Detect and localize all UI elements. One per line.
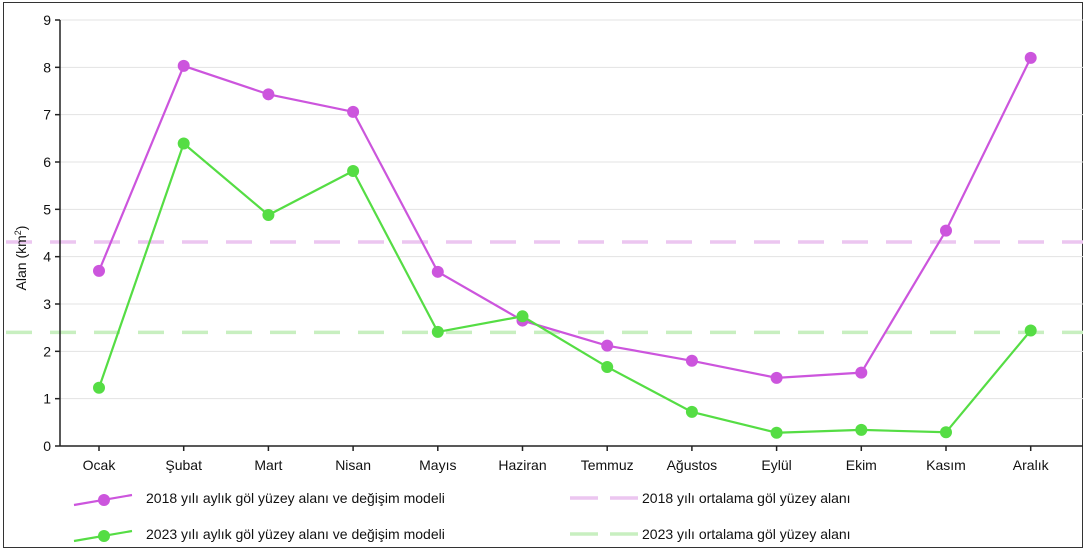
data-point <box>93 381 105 394</box>
x-tick-label: Ocak <box>83 457 117 473</box>
data-point <box>177 59 190 72</box>
legend-label: 2018 yılı aylık göl yüzey alanı ve değiş… <box>146 490 445 506</box>
legend-label: 2023 yılı ortalama göl yüzey alanı <box>642 526 851 542</box>
gridlines <box>60 19 1083 400</box>
data-point <box>347 164 360 177</box>
x-tick-label: Ağustos <box>667 457 718 473</box>
x-tick-label: Şubat <box>165 457 202 473</box>
legend-label: 2018 yılı ortalama göl yüzey alanı <box>642 490 851 506</box>
y-tick-label: 4 <box>43 249 51 265</box>
data-point <box>940 224 952 237</box>
y-tick-label: 3 <box>43 296 51 312</box>
y-tick-label: 1 <box>43 391 51 407</box>
data-point <box>262 209 275 222</box>
legend: 2018 yılı aylık göl yüzey alanı ve değiş… <box>73 490 851 543</box>
y-tick-label: 5 <box>43 201 51 217</box>
y-tick-label: 7 <box>43 107 51 123</box>
data-point <box>262 88 275 101</box>
series-line <box>97 57 1032 379</box>
data-point <box>177 137 190 150</box>
x-tick-label: Nisan <box>335 457 371 473</box>
data-point <box>601 360 614 373</box>
data-point <box>1024 51 1037 64</box>
y-tick-label: 8 <box>43 59 51 75</box>
data-point <box>685 354 698 367</box>
series-line <box>97 141 1032 434</box>
x-tick-label: Ekim <box>846 457 877 473</box>
tick-labels: 0 1 2 3 4 5 6 7 8 9 Ocak Şubat Mart Nisan Mayıs Haziran… <box>43 12 1049 473</box>
y-tick-label: 0 <box>43 438 51 454</box>
x-tick-label: Aralık <box>1013 457 1050 473</box>
legend-item: 2023 yılı ortalama göl yüzey alanı <box>570 526 851 542</box>
chart-frame <box>3 2 1083 548</box>
data-point <box>516 310 529 323</box>
series-2 <box>93 137 1037 439</box>
x-tick-label: Kasım <box>926 457 966 473</box>
y-tick-label: 9 <box>43 12 51 28</box>
series-1 <box>93 51 1037 384</box>
data-point <box>855 366 868 379</box>
x-tick-label: Temmuz <box>581 457 634 473</box>
data-point <box>347 105 360 118</box>
data-point <box>770 426 783 439</box>
axes <box>55 19 1083 451</box>
x-tick-label: Mart <box>254 457 282 473</box>
data-point <box>1024 324 1037 337</box>
series-group <box>93 51 1037 439</box>
data-point <box>940 426 952 439</box>
data-point <box>431 325 444 338</box>
data-point <box>601 339 614 352</box>
legend-label: 2023 yılı aylık göl yüzey alanı ve değiş… <box>146 526 445 542</box>
y-tick-label: 2 <box>43 343 51 359</box>
legend-marker <box>98 530 110 542</box>
data-point <box>93 264 105 277</box>
data-point <box>770 371 783 384</box>
y-axis-title: Alan (km2) <box>13 226 29 291</box>
data-point <box>685 405 698 418</box>
x-tick-label: Haziran <box>498 457 546 473</box>
reference-lines <box>6 240 1083 335</box>
data-point <box>855 423 868 436</box>
x-tick-label: Mayıs <box>419 457 456 473</box>
legend-item: 2018 yılı ortalama göl yüzey alanı <box>570 490 851 506</box>
y-tick-label: 6 <box>43 154 51 170</box>
legend-marker <box>98 494 110 506</box>
data-point <box>431 265 444 278</box>
x-tick-label: Eylül <box>761 457 791 473</box>
legend-item: 2018 yılı aylık göl yüzey alanı ve değiş… <box>73 490 445 507</box>
legend-item: 2023 yılı aylık göl yüzey alanı ve değiş… <box>73 526 445 543</box>
